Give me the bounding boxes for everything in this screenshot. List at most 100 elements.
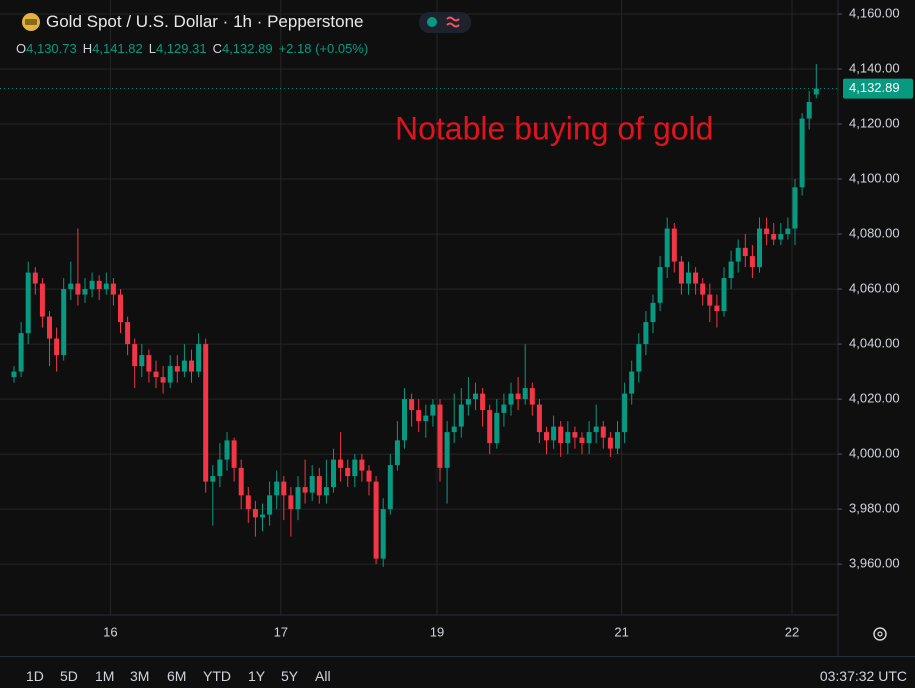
candle-body <box>25 272 31 334</box>
candle-body <box>565 432 571 444</box>
candle-body <box>103 283 109 290</box>
range-button[interactable]: All <box>315 668 331 684</box>
candle-body <box>238 467 244 496</box>
symbol-icon-bar <box>25 19 37 25</box>
settings-icon[interactable] <box>873 627 887 641</box>
candle-body <box>167 366 173 383</box>
range-button[interactable]: YTD <box>203 668 231 684</box>
candle-body <box>210 476 216 482</box>
candle-body <box>501 404 507 413</box>
candle-body <box>153 371 159 378</box>
candle-body <box>338 459 344 468</box>
candle-body <box>252 509 258 518</box>
range-button[interactable]: 6M <box>167 668 187 684</box>
ohlc-change: +2.18 (+0.05%) <box>278 41 369 56</box>
candle-body <box>622 393 628 433</box>
range-button[interactable]: 1D <box>26 668 44 684</box>
candle-body <box>764 228 770 235</box>
candle-body <box>125 322 131 345</box>
candle-body <box>572 432 578 438</box>
candle-body <box>54 338 60 356</box>
settings-gear[interactable] <box>873 627 887 641</box>
candle-body <box>231 440 237 468</box>
range-button[interactable]: 3M <box>130 668 150 684</box>
candle-body <box>345 467 351 477</box>
candle-body <box>629 371 635 394</box>
ohlc-legend: O4,130.73 H4,141.82 L4,129.31 C4,132.89 +2.1… <box>16 41 368 56</box>
last-price-label: 4,132.89 <box>849 80 900 95</box>
x-tick-label: 19 <box>430 624 444 639</box>
x-tick-label: 16 <box>103 624 117 639</box>
candle-body <box>366 470 372 482</box>
candle-body <box>430 404 436 416</box>
range-button[interactable]: 5D <box>60 668 78 684</box>
candle-body <box>110 283 116 295</box>
candle-body <box>11 371 17 378</box>
candle-body <box>529 388 535 405</box>
candle-body <box>245 495 251 510</box>
candle-body <box>728 261 734 279</box>
candle-body <box>96 280 102 290</box>
candle-body <box>331 459 336 488</box>
y-tick-label: 3,980.00 <box>849 501 900 516</box>
candle-body <box>260 514 265 518</box>
y-tick-label: 4,000.00 <box>849 446 900 461</box>
candle-body <box>68 283 74 290</box>
candle-body <box>444 432 450 468</box>
bottom-toolbar: 03:37:32 UTC 1D 5D 1M 3M 6M YTD 1Y 5Y All <box>0 656 915 688</box>
candle-body <box>217 459 223 477</box>
candle-body <box>579 437 585 444</box>
candle-body <box>18 333 24 372</box>
background <box>0 0 915 656</box>
candle-body <box>189 360 194 372</box>
ohlc-value: 4,132.89 <box>221 41 273 56</box>
y-tick-label: 4,060.00 <box>849 281 900 296</box>
candle-body <box>465 399 471 405</box>
y-tick-label: 4,120.00 <box>849 115 900 130</box>
candle-body <box>487 410 493 444</box>
candle-body <box>558 426 564 444</box>
candle-body <box>757 228 762 268</box>
candle-body <box>693 272 699 284</box>
candle-body <box>281 481 287 496</box>
candle-body <box>288 495 294 510</box>
candle-body <box>657 267 663 303</box>
candle-body <box>615 432 620 449</box>
annotation: Notable buying of gold <box>395 110 713 146</box>
candle-body <box>174 366 180 372</box>
candle-body <box>458 404 464 427</box>
candle-body <box>600 426 606 438</box>
candle-body <box>146 355 152 372</box>
candle-body <box>359 459 365 471</box>
candle-body <box>671 228 677 262</box>
range-button[interactable]: 5Y <box>281 668 299 684</box>
axes: 3,960.00 3,980.00 4,000.00 4,020.00 4,040.00… <box>0 5 913 639</box>
candle-body <box>536 404 542 433</box>
settings-gear-center[interactable] <box>877 631 883 637</box>
y-tick-label: 4,040.00 <box>849 336 900 351</box>
candle-body <box>82 289 88 295</box>
range-button[interactable]: 1M <box>95 668 115 684</box>
candle-body <box>224 440 230 460</box>
grid <box>0 0 838 615</box>
candle-body <box>714 305 720 312</box>
y-tick-label: 4,140.00 <box>849 60 900 75</box>
candle-body <box>32 272 38 284</box>
range-button[interactable]: 1Y <box>248 668 266 684</box>
candle-body <box>508 393 514 405</box>
candle-body <box>643 322 649 345</box>
candle-body <box>636 344 642 372</box>
y-tick-label: 4,100.00 <box>849 170 900 185</box>
candle-body <box>686 272 691 284</box>
candle-body <box>409 399 415 411</box>
candle-body <box>480 393 486 411</box>
candle-body <box>749 256 755 268</box>
candle-body <box>416 410 422 422</box>
candle-body <box>75 283 81 295</box>
candle-body <box>160 377 166 383</box>
candle-body <box>373 481 379 559</box>
candle-body <box>515 393 521 400</box>
candle-body <box>664 228 670 268</box>
candle-body <box>316 476 322 496</box>
candle-body <box>678 261 684 284</box>
